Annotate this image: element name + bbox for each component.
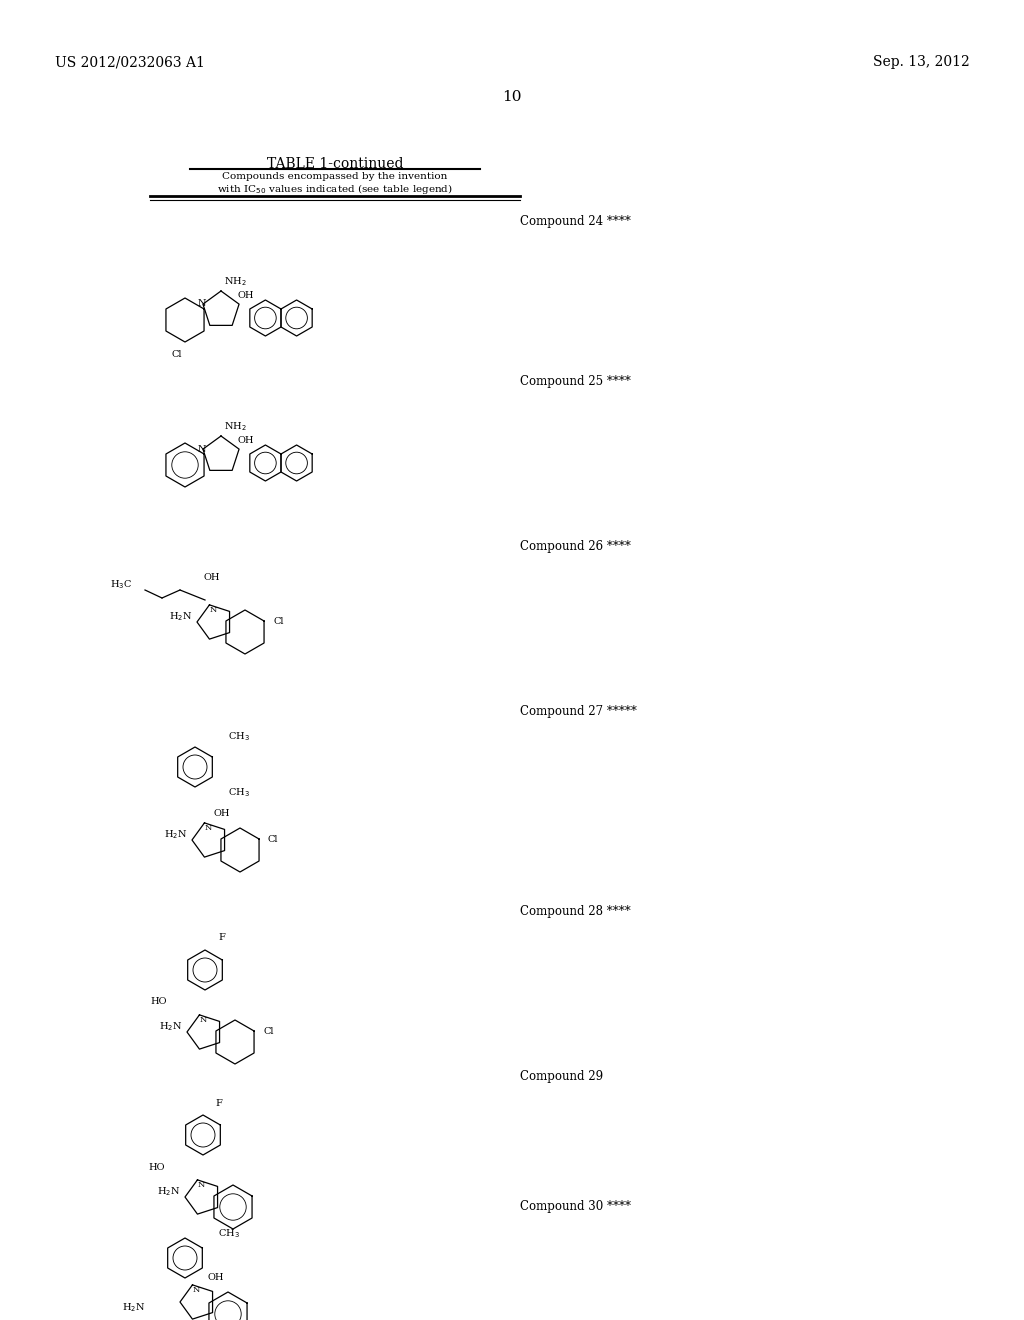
Text: OH: OH [238,290,255,300]
Text: CH$_3$: CH$_3$ [228,730,250,743]
Text: TABLE 1-continued: TABLE 1-continued [266,157,403,172]
Text: H$_2$N: H$_2$N [164,829,187,841]
Text: F: F [215,1098,222,1107]
Text: Compound 29: Compound 29 [520,1071,603,1082]
Text: Compounds encompassed by the invention: Compounds encompassed by the invention [222,172,447,181]
Text: US 2012/0232063 A1: US 2012/0232063 A1 [55,55,205,69]
Text: F: F [218,933,225,942]
Text: H$_2$N: H$_2$N [159,1020,182,1034]
Text: Compound 26 ****: Compound 26 **** [520,540,631,553]
Text: OH: OH [238,436,255,445]
Text: CH$_3$: CH$_3$ [228,787,250,800]
Text: Compound 28 ****: Compound 28 **** [520,906,631,917]
Text: OH: OH [213,808,229,817]
Text: H$_3$C: H$_3$C [110,578,132,591]
Text: N: N [200,1016,207,1024]
Text: HO: HO [148,1163,165,1172]
Text: N: N [198,1181,205,1189]
Text: CH$_3$: CH$_3$ [218,1228,240,1241]
Text: NH$_2$: NH$_2$ [224,275,247,288]
Text: Compound 24 ****: Compound 24 **** [520,215,631,228]
Text: N: N [198,300,206,309]
Text: HO: HO [150,998,167,1006]
Text: Compound 27 *****: Compound 27 ***** [520,705,637,718]
Text: OH: OH [203,573,219,582]
Text: N: N [193,1286,200,1294]
Text: Sep. 13, 2012: Sep. 13, 2012 [873,55,970,69]
Text: H$_2$N: H$_2$N [122,1302,145,1315]
Text: Cl: Cl [263,1027,273,1036]
Text: N: N [209,606,217,614]
Text: Compound 30 ****: Compound 30 **** [520,1200,631,1213]
Text: 10: 10 [502,90,522,104]
Text: H$_2$N: H$_2$N [169,611,193,623]
Text: NH$_2$: NH$_2$ [224,420,247,433]
Text: Cl: Cl [268,836,279,845]
Text: Cl: Cl [273,618,284,627]
Text: with IC$_{50}$ values indicated (see table legend): with IC$_{50}$ values indicated (see tab… [217,182,453,195]
Text: Compound 25 ****: Compound 25 **** [520,375,631,388]
Text: Cl: Cl [172,350,182,359]
Text: OH: OH [208,1274,224,1283]
Text: N: N [205,824,212,832]
Text: H$_2$N: H$_2$N [157,1185,180,1199]
Text: N: N [198,445,206,454]
